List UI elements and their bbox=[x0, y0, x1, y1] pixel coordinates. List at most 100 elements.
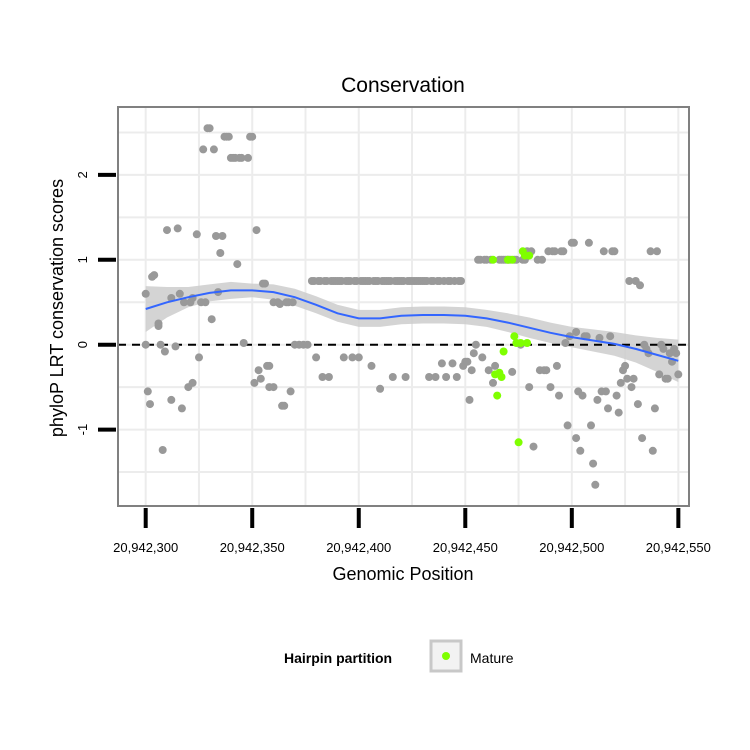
other-point bbox=[627, 383, 636, 392]
x-tick-label: 20,942,300 bbox=[113, 540, 178, 555]
other-point bbox=[425, 373, 434, 381]
other-point bbox=[318, 373, 327, 381]
other-point bbox=[563, 421, 572, 430]
other-point bbox=[177, 404, 186, 413]
other-point bbox=[180, 298, 188, 307]
legend-title: Hairpin partition bbox=[284, 650, 392, 666]
other-point bbox=[650, 404, 659, 413]
y-axis: -1 0 1 2 bbox=[75, 171, 116, 435]
other-point bbox=[376, 384, 385, 393]
other-point bbox=[672, 349, 681, 358]
other-point bbox=[269, 383, 278, 392]
other-point bbox=[614, 408, 623, 417]
other-point bbox=[437, 359, 446, 368]
other-point bbox=[467, 366, 476, 375]
other-point bbox=[589, 459, 598, 468]
chart-title: Conservation bbox=[341, 74, 465, 97]
other-point bbox=[610, 247, 619, 256]
other-point bbox=[546, 383, 555, 392]
other-point bbox=[478, 353, 487, 362]
x-tick-label: 20,942,450 bbox=[433, 540, 498, 555]
other-point bbox=[252, 226, 261, 235]
other-point bbox=[623, 374, 632, 383]
confidence-ribbon-layer bbox=[145, 281, 679, 383]
other-point bbox=[250, 378, 259, 387]
y-tick-label: 1 bbox=[75, 256, 90, 263]
mature-point bbox=[514, 438, 523, 447]
other-point bbox=[529, 442, 538, 451]
other-point bbox=[448, 359, 457, 368]
other-point bbox=[312, 353, 321, 362]
points-layer bbox=[141, 124, 683, 489]
other-point bbox=[207, 315, 216, 324]
other-point bbox=[550, 247, 559, 256]
other-point bbox=[254, 366, 263, 375]
other-point bbox=[593, 395, 602, 404]
other-point bbox=[599, 247, 608, 256]
other-point bbox=[188, 378, 197, 387]
other-point bbox=[324, 373, 333, 381]
y-tick-label: 2 bbox=[75, 171, 90, 178]
other-point bbox=[653, 247, 661, 256]
x-axis-title: Genomic Position bbox=[332, 564, 473, 584]
x-tick-label: 20,942,400 bbox=[326, 540, 391, 555]
mature-point bbox=[508, 255, 517, 264]
other-point bbox=[552, 361, 561, 370]
other-point bbox=[201, 298, 210, 307]
other-point bbox=[625, 277, 634, 285]
other-point bbox=[584, 238, 593, 247]
panel-border-layer bbox=[117, 106, 690, 507]
other-point bbox=[538, 255, 546, 264]
other-point bbox=[150, 271, 159, 280]
other-point bbox=[591, 480, 600, 489]
other-point bbox=[457, 277, 465, 285]
other-point bbox=[146, 400, 154, 409]
other-point bbox=[484, 366, 493, 375]
other-point bbox=[303, 340, 312, 349]
other-point bbox=[612, 391, 621, 400]
other-point bbox=[659, 344, 668, 353]
x-axis: 20,942,300 20,942,350 20,942,400 20,942,450… bbox=[113, 508, 711, 555]
other-point bbox=[205, 124, 214, 133]
other-point bbox=[141, 289, 150, 298]
mature-point bbox=[510, 332, 519, 341]
other-point bbox=[199, 145, 208, 154]
mature-point bbox=[523, 339, 532, 347]
other-point bbox=[401, 373, 410, 381]
other-point bbox=[244, 153, 252, 162]
confidence-ribbon bbox=[145, 281, 679, 383]
y-tick-label: 0 bbox=[75, 341, 90, 348]
other-point bbox=[218, 232, 227, 240]
other-point bbox=[674, 370, 683, 379]
other-point bbox=[465, 395, 474, 404]
y-tick-label: -1 bbox=[75, 424, 90, 436]
other-point bbox=[195, 353, 203, 362]
other-point bbox=[160, 347, 169, 356]
other-point bbox=[646, 247, 655, 256]
smooth-trend-line bbox=[145, 289, 679, 362]
other-point bbox=[559, 247, 568, 256]
other-point bbox=[156, 340, 165, 349]
other-point bbox=[265, 361, 274, 370]
other-point bbox=[141, 340, 150, 349]
panel-border bbox=[117, 106, 690, 507]
other-point bbox=[621, 361, 630, 370]
other-point bbox=[636, 281, 644, 290]
other-point bbox=[555, 391, 563, 400]
other-point bbox=[173, 224, 182, 233]
mature-point bbox=[489, 255, 497, 264]
other-point bbox=[463, 357, 472, 366]
other-point bbox=[606, 332, 615, 341]
other-point bbox=[663, 374, 672, 383]
other-point bbox=[163, 226, 171, 235]
other-point bbox=[431, 373, 440, 381]
other-point bbox=[587, 421, 595, 430]
other-point bbox=[171, 342, 180, 351]
other-point bbox=[256, 374, 265, 383]
mature-point bbox=[516, 339, 525, 347]
other-point bbox=[442, 373, 451, 381]
x-tick-label: 20,942,350 bbox=[220, 540, 285, 555]
other-point bbox=[561, 339, 570, 347]
other-point bbox=[388, 373, 397, 381]
